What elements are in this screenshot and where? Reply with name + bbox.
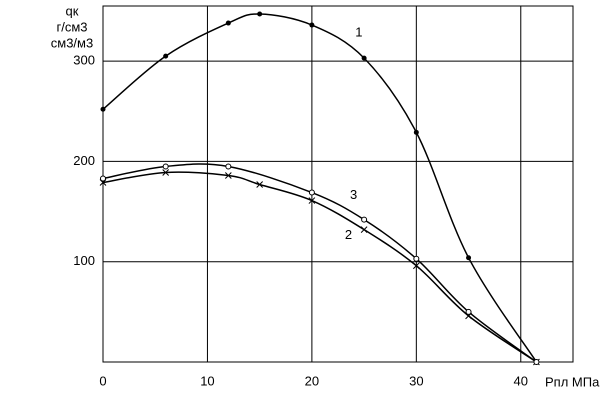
marker [225,163,232,170]
marker [162,169,170,176]
y-label-2: г/см3 [56,19,87,34]
marker [413,129,419,135]
line [102,13,538,363]
marker [100,106,106,112]
y-tick-label: 300 [73,53,95,68]
x-label: Pпл МПа [545,374,600,389]
x-tick-label: 30 [409,373,423,388]
plot-frame [102,5,574,363]
marker [361,55,367,61]
marker [162,163,169,170]
marker [309,22,315,28]
y-label-3: см3/м3 [51,35,93,50]
marker [163,53,169,59]
marker [225,20,231,26]
marker [413,255,420,262]
line [102,171,537,363]
x-tick-label: 40 [514,373,528,388]
series-label: 3 [350,187,357,202]
series-label: 1 [355,25,362,40]
marker [308,189,315,196]
marker [224,172,232,179]
marker [256,181,264,188]
marker [308,197,316,204]
marker [412,262,420,270]
marker [360,226,368,233]
marker [100,175,106,182]
marker [465,308,472,315]
x-tick-label: 10 [200,373,214,388]
x-tick-label: 0 [99,373,106,388]
y-tick-label: 100 [73,253,95,268]
marker [257,11,263,17]
y-tick-label: 200 [73,153,95,168]
x-tick-label: 20 [305,373,319,388]
y-label-1: qк [66,3,79,18]
series-label: 2 [345,227,352,242]
marker [533,359,540,365]
marker [361,216,368,223]
marker [466,255,472,261]
